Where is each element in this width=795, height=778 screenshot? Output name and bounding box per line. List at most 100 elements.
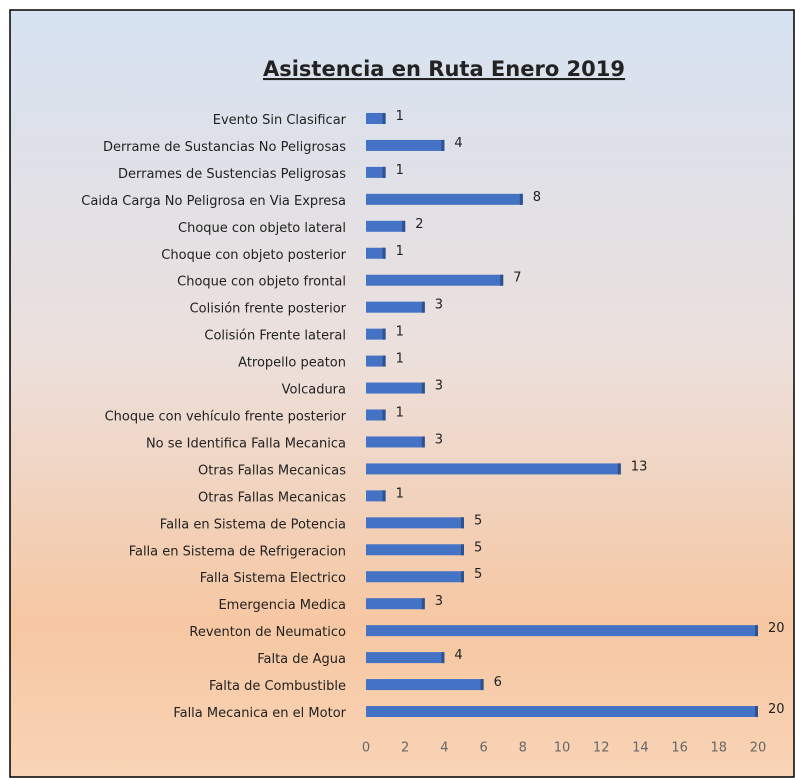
x-tick-label: 8: [519, 741, 527, 756]
y-tick-label: Choque con vehículo frente posterior: [105, 410, 347, 425]
x-tick-label: 20: [750, 741, 767, 756]
y-tick-label: Derrame de Sustancias No Peligrosas: [103, 140, 346, 155]
data-label: 7: [513, 271, 521, 286]
bar-cap: [382, 247, 386, 259]
bar-cap: [382, 355, 386, 367]
y-tick-label: Falla Sistema Electrico: [200, 571, 346, 586]
bar: [366, 328, 386, 340]
bar-cap: [421, 382, 425, 394]
bar-cap: [382, 490, 386, 502]
y-tick-label: Caida Carga No Peligrosa en Via Expresa: [81, 194, 346, 209]
bar-cap: [461, 544, 464, 556]
y-tick-label: Falla en Sistema de Refrigeracion: [129, 544, 346, 559]
bar-cap: [480, 679, 484, 691]
y-tick-label: No se Identifica Falla Mecanica: [146, 436, 346, 451]
bar: [366, 301, 425, 313]
y-tick-label: Atropello peaton: [238, 356, 346, 371]
bar-cap: [382, 166, 386, 178]
bar-cap: [461, 571, 464, 583]
bar: [366, 598, 425, 610]
x-tick-label: 2: [401, 741, 409, 756]
data-label: 1: [396, 109, 404, 124]
data-label: 20: [768, 702, 785, 717]
bar: [366, 436, 425, 448]
x-tick-label: 16: [671, 741, 688, 756]
bar: [366, 706, 758, 718]
bar: [366, 166, 386, 178]
y-tick-label: Colisión frente posterior: [190, 302, 347, 317]
x-tick-label: 10: [554, 741, 571, 756]
chart-title: Asistencia en Ruta Enero 2019: [263, 57, 625, 81]
bar: [366, 490, 386, 502]
bar: [366, 112, 386, 124]
x-tick-label: 14: [632, 741, 649, 756]
bar-cap: [441, 139, 445, 151]
data-label: 3: [435, 298, 443, 313]
y-tick-label: Choque con objeto frontal: [177, 275, 346, 290]
bar: [366, 517, 464, 529]
data-label: 6: [494, 675, 502, 690]
data-label: 3: [435, 379, 443, 394]
y-tick-label: Emergencia Medica: [218, 598, 346, 613]
bar-cap: [382, 112, 386, 124]
data-label: 20: [768, 621, 785, 636]
bar: [366, 544, 464, 556]
x-tick-label: 0: [362, 741, 370, 756]
bar-cap: [421, 598, 425, 610]
y-tick-label: Falla Mecanica en el Motor: [173, 706, 346, 721]
bar: [366, 139, 445, 151]
bar-cap: [461, 517, 464, 529]
bar: [366, 463, 621, 475]
data-label: 5: [474, 513, 482, 528]
x-tick-label: 12: [593, 741, 610, 756]
bar: [366, 652, 445, 664]
data-label: 3: [435, 432, 443, 447]
bar-cap: [441, 652, 445, 664]
y-tick-label: Evento Sin Clasificar: [213, 113, 347, 128]
data-label: 1: [396, 406, 404, 421]
y-tick-label: Derrames de Sustencias Peligrosas: [118, 167, 346, 182]
y-tick-label: Choque con objeto posterior: [161, 248, 346, 263]
bar-cap: [755, 625, 758, 637]
data-label: 1: [396, 325, 404, 340]
bar-cap: [500, 274, 504, 286]
x-tick-label: 18: [711, 741, 728, 756]
bar: [366, 625, 758, 637]
bar-cap: [421, 301, 425, 313]
bar: [366, 193, 523, 205]
data-label: 1: [396, 352, 404, 367]
y-tick-label: Falta de Combustible: [209, 679, 346, 694]
bar-cap: [382, 409, 386, 421]
data-label: 5: [474, 567, 482, 582]
data-label: 1: [396, 244, 404, 259]
y-tick-label: Volcadura: [282, 383, 346, 398]
bar-cap: [755, 706, 758, 718]
y-tick-label: Otras Fallas Mecanicas: [198, 490, 346, 505]
data-label: 1: [396, 486, 404, 501]
bar: [366, 382, 425, 394]
bar: [366, 355, 386, 367]
y-tick-label: Falla en Sistema de Potencia: [160, 517, 346, 532]
data-label: 3: [435, 594, 443, 609]
bar: [366, 571, 464, 583]
bar-cap: [402, 220, 406, 232]
bar: [366, 274, 504, 286]
bar-cap: [421, 436, 425, 448]
data-label: 1: [396, 163, 404, 178]
bar-cap: [382, 328, 386, 340]
y-tick-label: Reventon de Neumatico: [189, 625, 346, 640]
x-tick-label: 6: [479, 741, 487, 756]
data-label: 4: [454, 136, 462, 151]
y-tick-label: Otras Fallas Mecanicas: [198, 463, 346, 478]
data-label: 13: [631, 459, 648, 474]
data-label: 2: [415, 217, 423, 232]
y-tick-label: Choque con objeto lateral: [178, 221, 346, 236]
bar: [366, 247, 386, 259]
data-label: 8: [533, 190, 541, 205]
x-tick-label: 4: [440, 741, 448, 756]
y-tick-label: Colisión Frente lateral: [204, 329, 346, 344]
bar: [366, 409, 386, 421]
y-tick-label: Falta de Agua: [257, 652, 346, 667]
